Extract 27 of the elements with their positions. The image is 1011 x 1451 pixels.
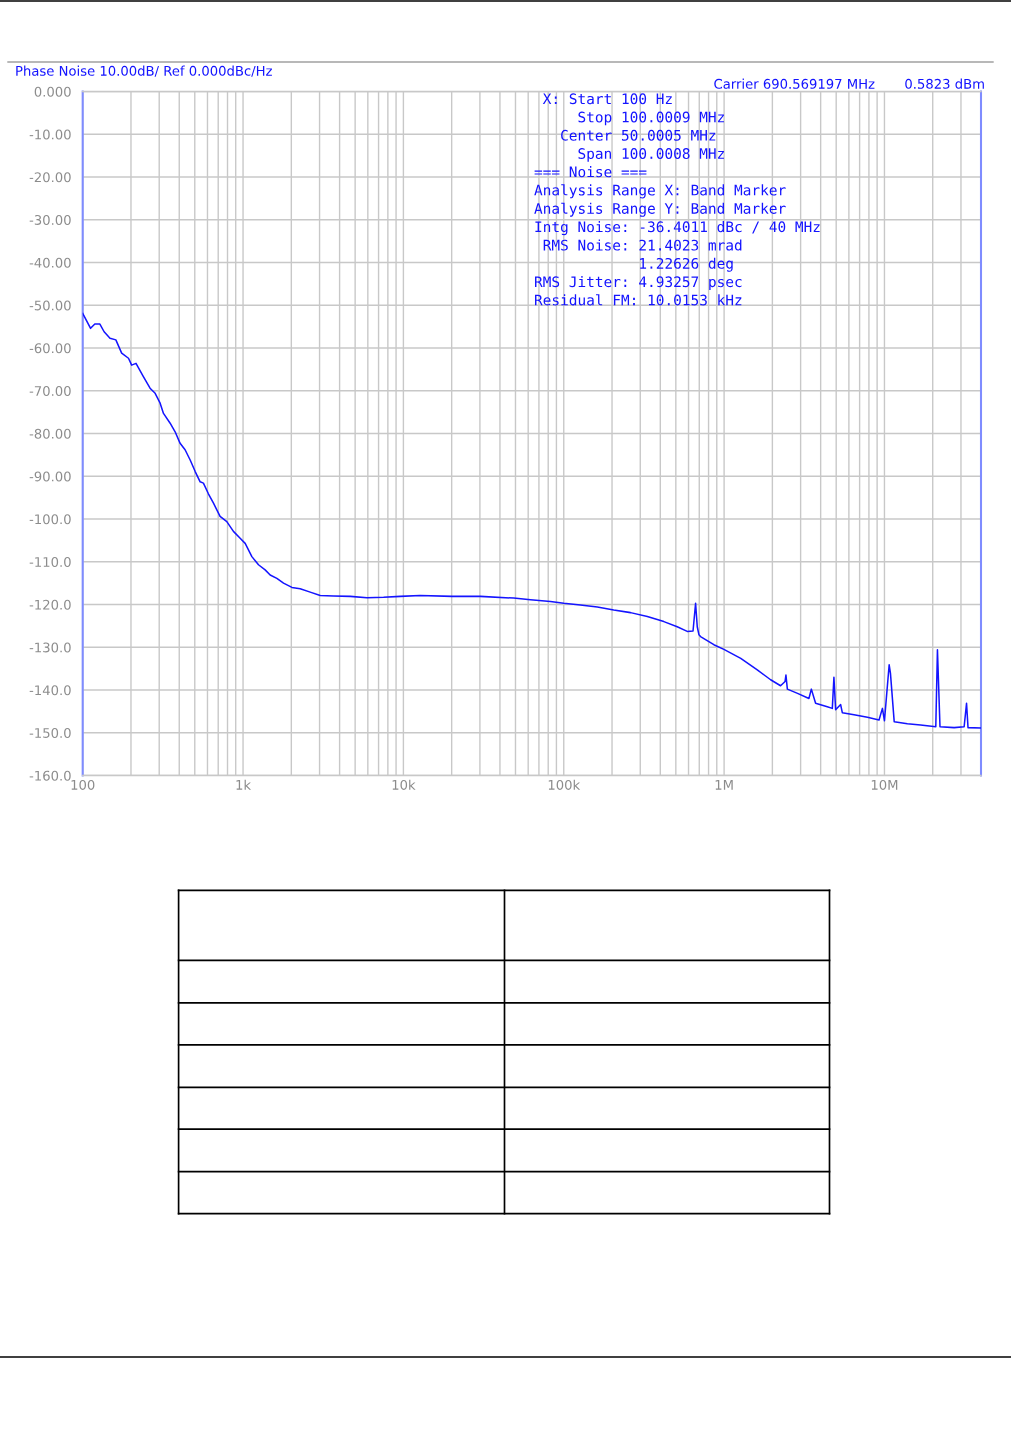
y-tick-label: -120.0 bbox=[29, 599, 71, 610]
chart-title: Phase Noise 10.00dB/ Ref 0.000dBc/Hz bbox=[16, 65, 272, 77]
text: 0.5823 dBm bbox=[905, 78, 984, 89]
y-tick-label: -90.00 bbox=[29, 471, 71, 482]
x-tick-label: 100 bbox=[71, 779, 95, 790]
y-tick-label: -70.00 bbox=[29, 385, 71, 396]
y-tick-label: 0.000 bbox=[34, 86, 71, 97]
y-tick-label: -50.00 bbox=[29, 300, 71, 311]
x-tick-label: 10M bbox=[871, 779, 898, 790]
y-tick-label: -30.00 bbox=[29, 214, 71, 225]
y-tick-label: -110.0 bbox=[29, 556, 71, 567]
y-tick-label: -100.0 bbox=[29, 514, 71, 525]
y-tick-label: -150.0 bbox=[29, 727, 71, 738]
text: X: Start 100 Hz Stop 100.0009 MHz Center 50.0005 MHz Span 100.0008 MHz === Noise === Analysis Range X: Band Marker Analysis Range Y: Band Marker Intg Noise: -36.4011 dBc / 40 MHz RMS Noise: 21.4023 mrad 1.22626 deg RMS Jitter: 4.93257 psec Residual FM: 10.0153 kHz bbox=[534, 93, 820, 306]
y-tick-label: -20.00 bbox=[29, 172, 71, 183]
x-tick-label: 100k bbox=[548, 779, 581, 790]
y-tick-label: -40.00 bbox=[29, 257, 71, 268]
y-tick-label: -160.0 bbox=[29, 770, 71, 781]
y-tick-label: -140.0 bbox=[29, 685, 71, 696]
text: Carrier 690.569197 MHz bbox=[714, 78, 875, 89]
y-tick-label: -130.0 bbox=[29, 642, 71, 653]
x-tick-label: 1M bbox=[715, 780, 733, 790]
x-tick-label: 10k bbox=[392, 779, 416, 790]
y-tick-label: -60.00 bbox=[29, 343, 71, 354]
x-tick-label: 1k bbox=[236, 779, 252, 790]
y-tick-label: -10.00 bbox=[29, 129, 71, 140]
y-tick-label: -80.00 bbox=[29, 428, 71, 439]
